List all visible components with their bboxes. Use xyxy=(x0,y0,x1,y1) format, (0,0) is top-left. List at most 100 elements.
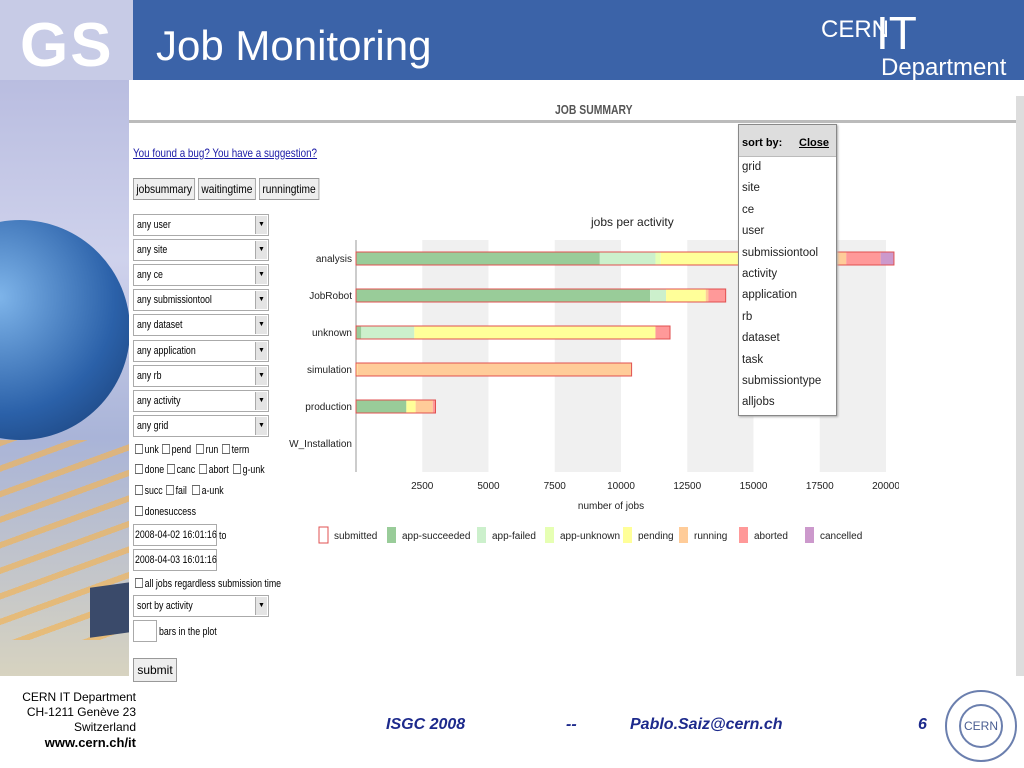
filter-select[interactable]: any site ▼ xyxy=(133,239,269,262)
legend-swatch xyxy=(318,526,329,544)
category-label: SW_Installation xyxy=(289,439,352,450)
footer-line3: Switzerland xyxy=(73,720,136,734)
sort-option[interactable]: grid xyxy=(742,161,762,173)
footer-line1: CERN IT Department xyxy=(22,690,136,704)
legend-swatch xyxy=(739,527,748,543)
status-fail-checkbox[interactable]: fail xyxy=(166,485,187,497)
scrollbar[interactable] xyxy=(1016,96,1024,676)
chevron-down-icon: ▼ xyxy=(255,241,267,260)
filter-select[interactable]: any submissiontool ▼ xyxy=(133,289,269,312)
submit-button[interactable]: submit xyxy=(133,658,177,682)
slide-header xyxy=(0,0,1024,80)
sort-option[interactable]: submissiontype xyxy=(742,374,822,387)
status-a-unk-checkbox[interactable]: a-unk xyxy=(192,485,224,497)
date-to-input[interactable]: 2008-04-03 16:01:16 xyxy=(133,549,217,571)
status-unk-checkbox[interactable]: unk xyxy=(135,444,159,456)
footer-email: Pablo.Saiz@cern.ch xyxy=(630,716,783,733)
sort-option[interactable]: dataset xyxy=(742,332,780,345)
footer-www: www.cern.ch/it xyxy=(44,735,136,750)
legend-label: app-failed xyxy=(492,531,536,542)
status-canc-checkbox[interactable]: canc xyxy=(167,464,195,476)
cern-it-top: CERN xyxy=(821,16,890,43)
category-label: unknown xyxy=(312,328,352,339)
cern-logo: CERN xyxy=(945,690,1017,762)
bar-segment xyxy=(835,252,847,265)
slide-title: Job Monitoring xyxy=(156,22,432,69)
x-tick-label: 5000 xyxy=(477,481,500,492)
cern-it-bottom: Department xyxy=(881,54,1007,81)
filter-select[interactable]: any activity ▼ xyxy=(133,389,269,412)
bar-segment xyxy=(361,326,415,339)
sort-option[interactable]: submissiontool xyxy=(742,246,819,259)
bar-segment xyxy=(432,400,436,413)
category-label: JobRobot xyxy=(309,291,352,302)
status-run-checkbox[interactable]: run xyxy=(196,444,218,456)
bar-segment xyxy=(599,252,656,265)
chevron-down-icon: ▼ xyxy=(255,416,267,435)
status-donesuccess-checkbox[interactable]: donesuccess xyxy=(135,506,196,518)
bar-segment xyxy=(356,400,407,413)
bar-segment xyxy=(356,252,600,265)
filter-select[interactable]: any ce ▼ xyxy=(133,264,269,287)
status-g-unk-checkbox[interactable]: g-unk xyxy=(233,464,265,476)
filter-select[interactable]: any rb ▼ xyxy=(133,364,269,387)
bar-segment xyxy=(708,289,726,302)
decorative-globe-panel xyxy=(0,80,129,676)
bars-count-input[interactable] xyxy=(133,620,157,642)
sort-option[interactable]: rb xyxy=(742,310,753,323)
sort-option[interactable]: task xyxy=(742,353,764,366)
legend-swatch xyxy=(545,527,554,543)
status-pend-checkbox[interactable]: pend xyxy=(162,444,191,456)
legend-label: pending xyxy=(638,531,674,542)
legend-swatch xyxy=(387,527,396,543)
category-label: simulation xyxy=(307,365,352,376)
date-to-label: to xyxy=(219,530,227,542)
footer-address: CERN IT Department CH-1211 Genève 23 Swi… xyxy=(0,690,136,750)
filter-select[interactable]: any grid ▼ xyxy=(133,414,269,437)
bar-segment xyxy=(356,289,651,302)
footer-dash: -- xyxy=(566,716,577,733)
bar-segment xyxy=(650,289,667,302)
tab-waitingtime[interactable]: waitingtime xyxy=(198,178,256,200)
x-tick-label: 15000 xyxy=(740,481,768,492)
status-abort-checkbox[interactable]: abort xyxy=(199,464,229,476)
legend-swatch xyxy=(679,527,688,543)
legend-label: app-succeeded xyxy=(402,531,470,542)
gs-logo: GS xyxy=(0,0,133,92)
date-from-input[interactable]: 2008-04-02 16:01:16 xyxy=(133,524,217,546)
tab-runningtime[interactable]: runningtime xyxy=(259,178,320,200)
bug-report-link[interactable]: You found a bug? You have a suggestion? xyxy=(133,146,318,160)
legend-swatch xyxy=(477,527,486,543)
legend-swatch xyxy=(805,527,814,543)
filter-select[interactable]: any application ▼ xyxy=(133,339,269,362)
filter-select[interactable]: any user ▼ xyxy=(133,214,269,236)
close-button[interactable]: Close xyxy=(799,137,829,149)
sort-option[interactable]: ce xyxy=(742,203,755,216)
chevron-down-icon: ▼ xyxy=(255,316,267,335)
filter-select[interactable]: any dataset ▼ xyxy=(133,314,269,337)
bar-segment xyxy=(415,400,433,413)
x-tick-label: 17500 xyxy=(806,481,834,492)
tab-jobsummary[interactable]: jobsummary xyxy=(133,178,196,200)
sort-by-select[interactable]: sort by activity ▼ xyxy=(133,595,269,617)
chevron-down-icon: ▼ xyxy=(255,341,267,360)
legend-label: aborted xyxy=(754,531,788,542)
bar-segment xyxy=(406,400,416,413)
sort-option[interactable]: user xyxy=(742,225,765,238)
sort-option[interactable]: site xyxy=(742,182,760,195)
bar-segment xyxy=(357,363,632,376)
cern-it-big: IT xyxy=(876,7,917,59)
x-tick-label: 12500 xyxy=(673,481,701,492)
status-done-checkbox[interactable]: done xyxy=(135,464,164,476)
grid-band xyxy=(554,240,621,472)
sort-option[interactable]: activity xyxy=(742,267,778,280)
category-label: production xyxy=(305,402,352,413)
bar-outline xyxy=(355,325,671,340)
sort-option[interactable]: application xyxy=(742,289,797,302)
all-jobs-checkbox[interactable]: all jobs regardless submission time xyxy=(135,578,281,590)
status-succ-checkbox[interactable]: succ xyxy=(135,485,163,497)
bar-segment xyxy=(846,252,881,265)
legend-swatch xyxy=(623,527,632,543)
status-term-checkbox[interactable]: term xyxy=(222,444,249,456)
sort-option[interactable]: alljobs xyxy=(742,396,775,409)
